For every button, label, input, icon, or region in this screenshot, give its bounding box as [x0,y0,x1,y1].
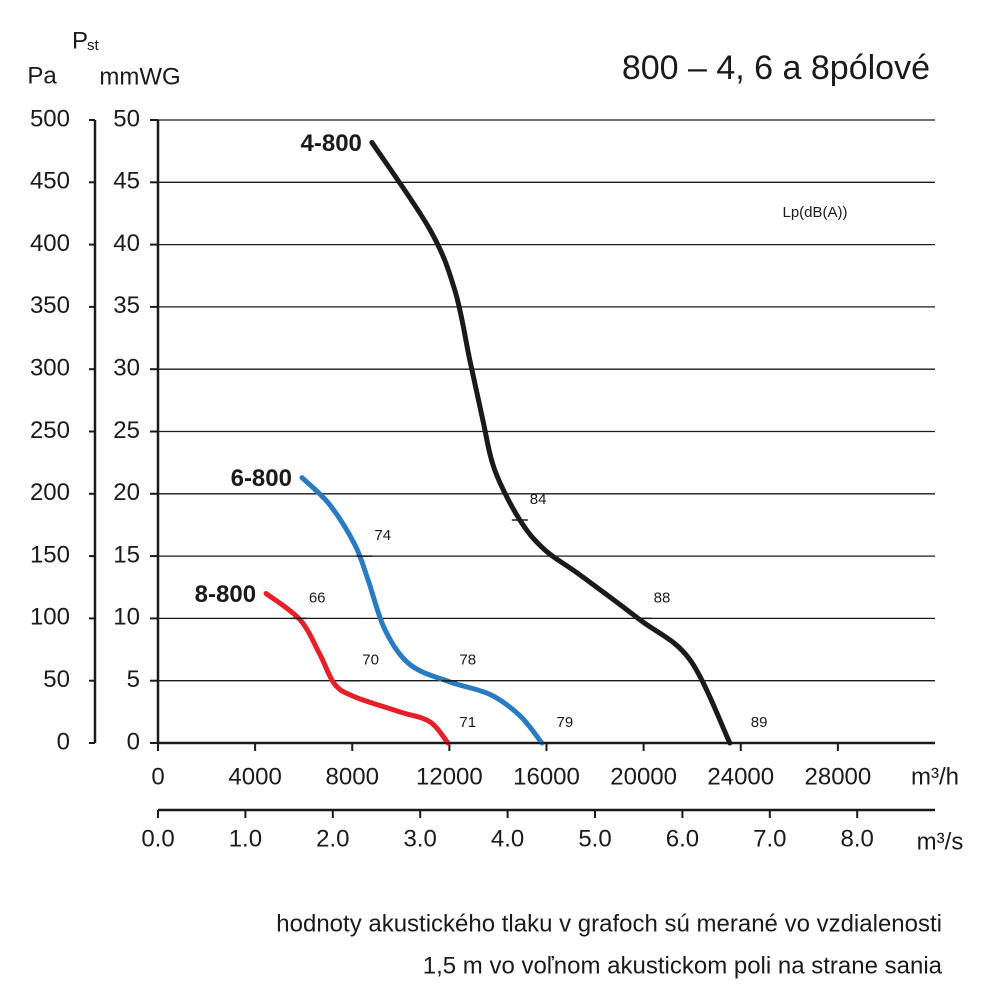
y2-axis-symbol: P [72,27,88,54]
curve [263,590,451,746]
sound-level-label: 78 [459,652,476,669]
x2-tick-label: 1.0 [229,825,262,852]
y-tick-label: 400 [30,230,70,257]
x-tick-label: 4000 [228,763,281,790]
x2-tick-label: 0.0 [141,825,174,852]
footnote: hodnoty akustického tlaku v grafoch sú m… [276,910,942,937]
y2-tick-label: 25 [113,417,140,444]
x-tick-label: 16000 [513,763,580,790]
sound-level-label: 74 [374,527,391,544]
y2-tick-label: 0 [127,728,140,755]
y2-tick-label: 20 [113,479,140,506]
sound-level-label: 71 [459,714,476,731]
x2-tick-label: 7.0 [753,825,786,852]
x-tick-label: 12000 [416,763,483,790]
y-tick-label: 0 [57,728,70,755]
y2-tick-label: 15 [113,541,140,568]
x-tick-label: 28000 [805,763,872,790]
sound-level-label: 79 [557,714,574,731]
y-axis-label: Pa [27,62,57,89]
y2-axis-subscript: st [87,37,100,54]
y2-tick-label: 35 [113,292,140,319]
y2-tick-label: 10 [113,604,140,631]
sound-level-label: 89 [751,714,768,731]
x-tick-label: 24000 [707,763,774,790]
y2-tick-label: 5 [127,666,140,693]
series-label: 4-800 [301,130,362,157]
x-tick-label: 8000 [326,763,379,790]
series-label: 8-800 [195,581,256,608]
chart-title: 800 – 4, 6 a 8pólové [622,49,930,87]
y-tick-label: 350 [30,292,70,319]
y-tick-label: 450 [30,168,70,195]
y-tick-label: 200 [30,479,70,506]
x2-tick-label: 6.0 [666,825,699,852]
x2-tick-label: 3.0 [404,825,437,852]
curve [299,475,545,746]
x2-axis-label: m³/s [917,828,964,855]
y-tick-label: 500 [30,105,70,132]
x-axis-label: m³/h [911,763,959,790]
footnote: 1,5 m vo voľnom akustickom poli na stran… [423,952,943,979]
x-tick-label: 20000 [610,763,677,790]
sound-level-label: 66 [309,589,326,606]
x-tick-label: 0 [151,763,164,790]
series-label: 6-800 [231,465,292,492]
y-tick-label: 50 [43,666,70,693]
x2-tick-label: 5.0 [578,825,611,852]
y-tick-label: 300 [30,355,70,382]
y2-tick-label: 45 [113,168,140,195]
curve [369,139,733,746]
y2-tick-label: 30 [113,355,140,382]
sound-level-label: 88 [654,589,671,606]
x2-tick-label: 4.0 [491,825,524,852]
x2-tick-label: 2.0 [316,825,349,852]
y2-tick-label: 40 [113,230,140,257]
y-tick-label: 250 [30,417,70,444]
y2-axis-label: mmWG [99,63,180,90]
y-tick-label: 100 [30,604,70,631]
y2-tick-label: 50 [113,105,140,132]
sound-level-label: 84 [530,491,547,508]
sound-level-label: 70 [362,652,379,669]
y-tick-label: 150 [30,541,70,568]
annotation: Lp(dB(A)) [782,204,847,221]
x2-tick-label: 8.0 [841,825,874,852]
